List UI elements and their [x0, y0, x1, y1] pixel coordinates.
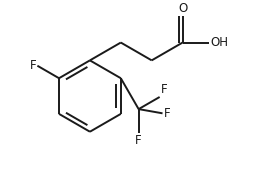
Text: F: F [163, 107, 170, 120]
Text: F: F [135, 134, 142, 147]
Text: O: O [178, 2, 187, 15]
Text: OH: OH [210, 36, 228, 49]
Text: F: F [161, 83, 167, 96]
Text: F: F [30, 59, 36, 72]
